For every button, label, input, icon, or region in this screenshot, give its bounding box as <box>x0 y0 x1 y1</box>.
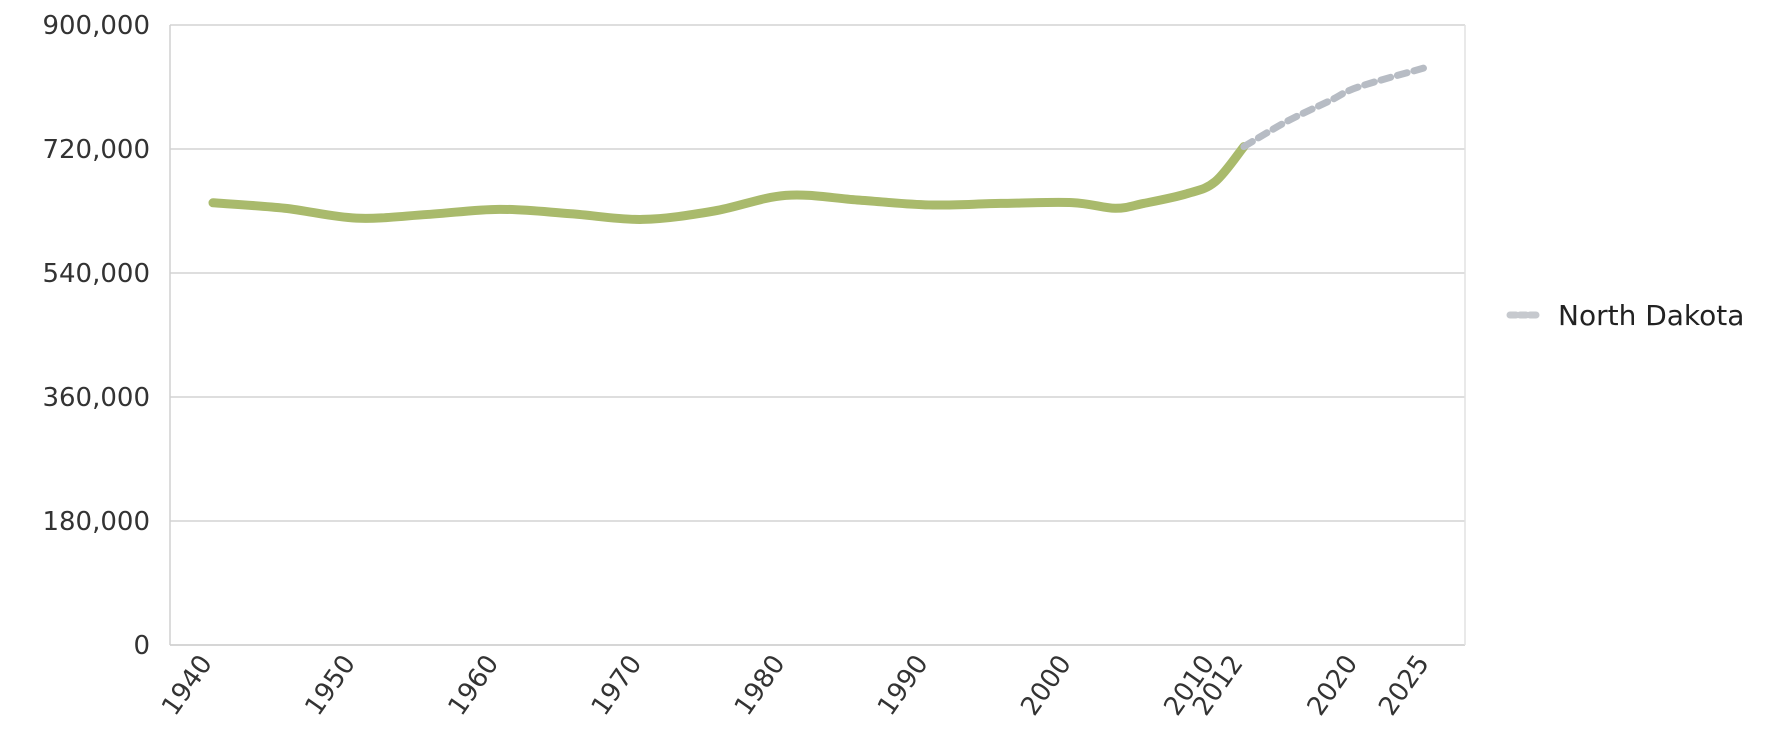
y-tick-label: 180,000 <box>42 507 150 537</box>
x-tick-label: 2025 <box>1373 650 1436 721</box>
series-lines <box>208 62 1434 224</box>
x-tick-label: 1950 <box>299 650 362 721</box>
gridlines <box>170 24 1465 646</box>
x-tick-label: 2000 <box>1015 650 1078 721</box>
series-line-north-dakota <box>208 142 1249 224</box>
legend-item-north-dakota[interactable]: North Dakota <box>1506 299 1744 332</box>
x-tick-label: 1940 <box>156 650 219 721</box>
x-tick-label: 2020 <box>1302 650 1365 721</box>
legend-label-north-dakota: North Dakota <box>1558 299 1744 332</box>
x-tick-label: 1970 <box>586 650 649 721</box>
y-tick-label: 540,000 <box>42 259 150 289</box>
y-axis-tick-labels: 0 180,000 360,000 540,000 720,000 900,000 <box>42 11 150 661</box>
y-tick-label: 360,000 <box>42 383 150 413</box>
x-tick-label: 1960 <box>443 650 506 721</box>
y-tick-label: 900,000 <box>42 11 150 41</box>
y-tick-label: 720,000 <box>42 135 150 165</box>
x-tick-label: 1990 <box>872 650 935 721</box>
x-tick-label: 1980 <box>729 650 792 721</box>
axes <box>169 25 1466 645</box>
series-line-north-dakota-projection <box>1240 62 1434 151</box>
legend[interactable]: North Dakota <box>1506 299 1744 332</box>
y-tick-label: 0 <box>133 631 150 661</box>
